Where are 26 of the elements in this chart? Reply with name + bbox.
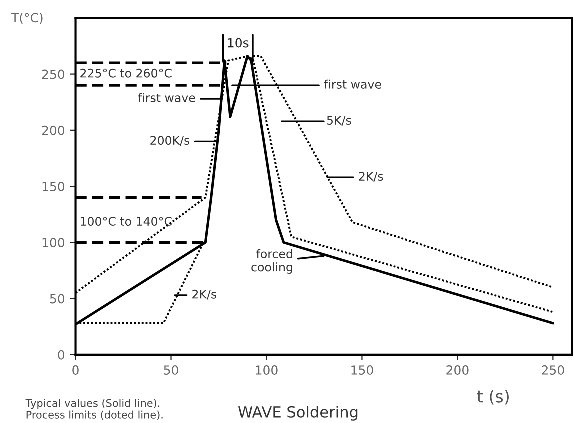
y-tick-label: 0: [58, 350, 65, 360]
annotation: 2K/s: [192, 290, 217, 300]
annotation: first wave: [138, 93, 196, 102]
x-axis-title: t (s): [477, 390, 509, 405]
y-tick-label: 200: [42, 126, 65, 136]
x-tick-label: 150: [352, 366, 374, 375]
x-tick-label: 200: [446, 366, 469, 375]
annotation: 2K/s: [359, 172, 384, 182]
y-tick-label: 100: [42, 238, 65, 248]
annotation: 100°C to 140°C: [81, 217, 172, 226]
x-tick-label: 0: [72, 366, 79, 375]
y-axis-title: T(°C): [11, 13, 43, 24]
x-tick-label: 50: [164, 366, 178, 375]
x-tick-label: 100: [256, 366, 278, 375]
annotation: first wave: [324, 80, 382, 89]
annotation: 225°C to 260°C: [80, 68, 172, 78]
text: WAVE Soldering: [238, 406, 358, 421]
x-tick-label: 250: [542, 366, 564, 375]
y-tick-label: 250: [42, 70, 65, 80]
text: Typical values (Solid line). Process limits (doted line).: [26, 399, 163, 420]
y-tick-label: 150: [42, 182, 65, 192]
annotation: forced cooling: [252, 249, 292, 274]
annotation: 200K/s: [150, 136, 190, 146]
y-tick-label: 50: [50, 294, 65, 304]
annotation: 5K/s: [327, 116, 352, 126]
annotation: 10s: [228, 38, 249, 48]
